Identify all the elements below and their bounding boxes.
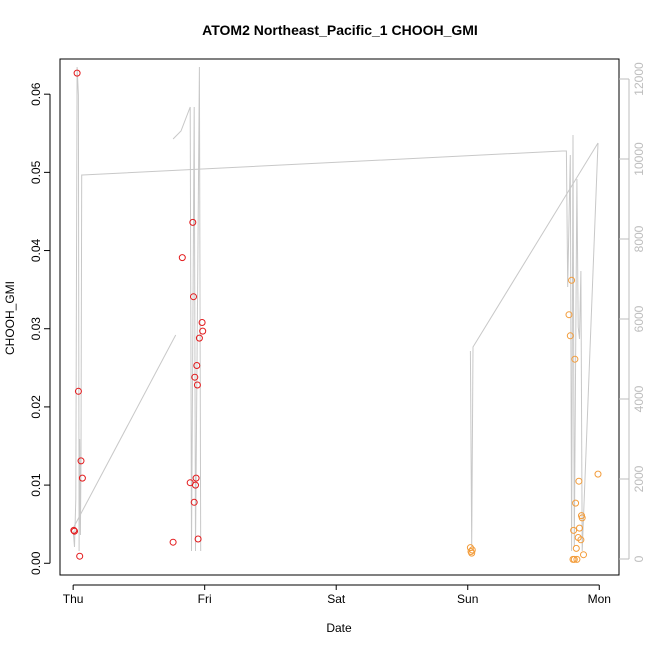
y2-tick-label: 6000 — [632, 305, 646, 332]
y-tick-label: 0.04 — [29, 238, 43, 262]
y2-tick-label: 0 — [632, 555, 646, 562]
data-point — [78, 474, 86, 482]
data-point — [198, 319, 206, 326]
x-tick-label: Sun — [457, 592, 478, 606]
data-point — [77, 457, 85, 465]
x-tick-label: Fri — [198, 592, 212, 606]
x-tick-label: Mon — [588, 592, 611, 606]
y-axis-label: CHOOH_GMI — [3, 281, 17, 355]
data-point — [565, 311, 573, 319]
data-point — [193, 362, 201, 369]
y-tick-label: 0.05 — [29, 160, 43, 184]
x-tick-label: Thu — [63, 592, 84, 606]
data-point — [575, 477, 583, 485]
y2-tick-label: 2000 — [632, 465, 646, 492]
data-point — [576, 524, 583, 532]
data-point — [568, 276, 576, 284]
data-point — [594, 470, 602, 478]
data-point — [71, 527, 78, 535]
plot-frame — [59, 58, 620, 576]
x-tick-label: Sat — [327, 592, 346, 606]
altitude-lines — [72, 66, 599, 552]
y-axis: 0.00 0.01 0.02 0.03 0.04 0.05 0.06 — [29, 82, 51, 575]
data-points — [70, 69, 602, 563]
data-point — [566, 332, 574, 340]
data-point — [190, 293, 197, 301]
data-point — [580, 551, 587, 559]
y-tick-label: 0.02 — [29, 395, 43, 419]
altitude-line-segment — [172, 66, 202, 552]
data-point — [570, 526, 578, 534]
data-point — [178, 254, 186, 262]
data-point — [190, 498, 198, 506]
chart-title: ATOM2 Northeast_Pacific_1 CHOOH_GMI — [202, 22, 478, 38]
data-point — [570, 555, 578, 563]
data-point — [76, 552, 84, 560]
y2-tick-label: 8000 — [632, 225, 646, 252]
y2-tick-label: 12000 — [632, 62, 646, 96]
data-point — [74, 387, 82, 395]
y-tick-label: 0.03 — [29, 317, 43, 341]
data-point — [193, 381, 201, 389]
x-axis: Thu Fri Sat Sun Mon — [63, 584, 611, 606]
data-point — [192, 481, 199, 489]
data-point — [195, 334, 203, 342]
data-point — [199, 327, 207, 335]
data-point — [571, 355, 579, 363]
data-point — [70, 526, 78, 534]
data-point — [194, 535, 202, 543]
data-point — [169, 538, 177, 546]
data-point — [468, 549, 476, 557]
data-point — [572, 499, 580, 507]
data-point — [572, 544, 580, 552]
altitude-line-segment — [469, 142, 599, 548]
y2-axis: 0 2000 4000 6000 8000 10000 12000 — [619, 62, 646, 562]
data-point — [191, 373, 199, 381]
data-point — [577, 536, 585, 544]
x-axis-label: Date — [326, 621, 352, 635]
data-point — [573, 555, 581, 563]
y2-tick-label: 10000 — [632, 142, 646, 176]
y-tick-label: 0.06 — [29, 82, 43, 106]
data-point — [468, 546, 476, 554]
altitude-line-segment — [73, 334, 177, 528]
data-point — [189, 218, 197, 226]
y-tick-label: 0.01 — [29, 473, 43, 497]
data-point — [578, 514, 586, 522]
data-point — [192, 474, 200, 482]
altitude-line-segment — [72, 66, 599, 552]
data-point — [73, 69, 81, 77]
y-tick-label: 0.00 — [29, 551, 43, 575]
y2-tick-label: 4000 — [632, 385, 646, 412]
